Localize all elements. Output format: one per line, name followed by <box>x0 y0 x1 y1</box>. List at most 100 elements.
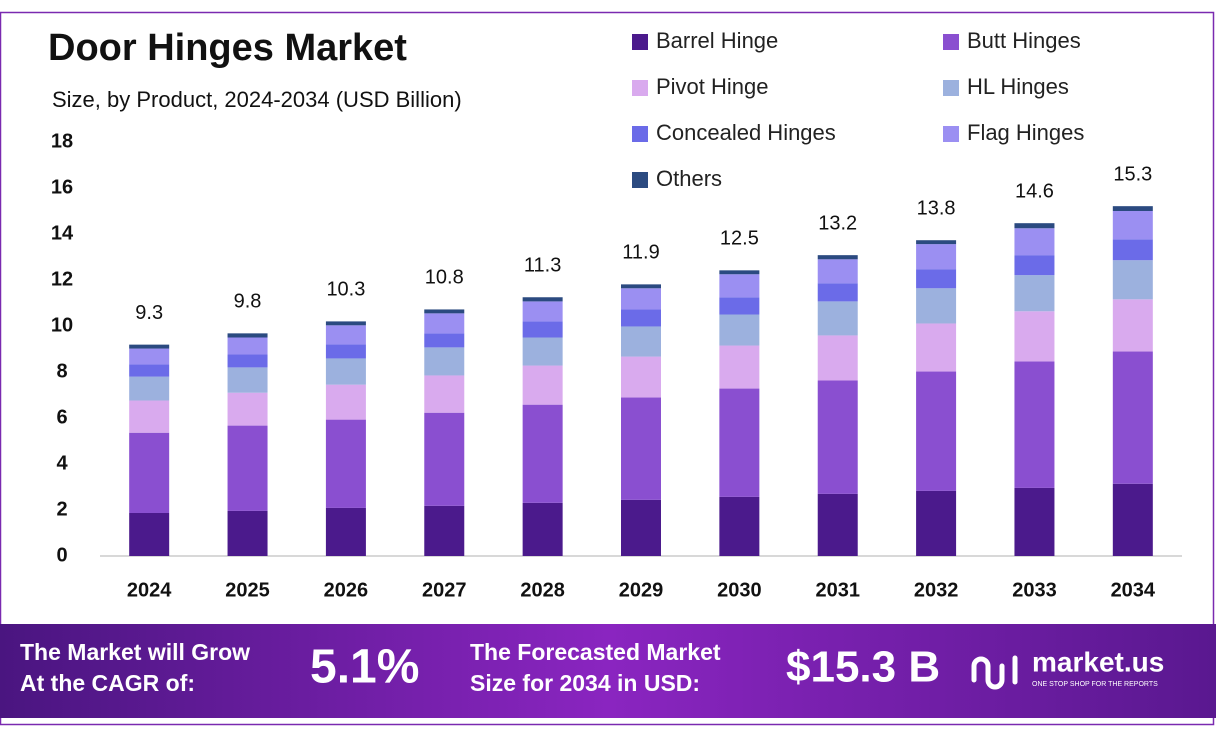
y-tick-label: 18 <box>51 130 73 152</box>
bar-segment <box>522 365 563 405</box>
bar-segment <box>621 288 661 310</box>
bar-segment <box>621 499 661 556</box>
bar-segment <box>817 301 858 336</box>
total-label: 9.8 <box>234 291 262 313</box>
bar-segment <box>227 333 268 338</box>
bar-segment <box>1112 351 1153 484</box>
brand-logo <box>971 655 1018 690</box>
bar-segment <box>424 347 465 376</box>
bar-segment <box>227 425 268 511</box>
bar-segment <box>621 284 661 289</box>
legend-label: Concealed Hinges <box>656 120 836 145</box>
cagr-value: 5.1% <box>310 641 419 694</box>
x-tick-label: 2034 <box>1111 579 1156 601</box>
bar-segment <box>129 376 170 401</box>
bar-segment <box>817 259 858 284</box>
bar-segment <box>1112 260 1153 300</box>
bar-segment <box>1014 275 1055 312</box>
legend-swatch <box>943 80 959 96</box>
x-tick-label: 2026 <box>324 579 369 601</box>
bar-segment <box>424 412 465 506</box>
bar-segment <box>916 490 957 556</box>
total-label: 15.3 <box>1113 163 1152 185</box>
bar-segment <box>522 502 563 556</box>
bar-segment <box>129 364 170 377</box>
bar-segment <box>522 301 563 322</box>
bar-segment <box>227 354 268 368</box>
bar-segment <box>1014 487 1055 556</box>
bar-segment <box>129 344 170 349</box>
bar-segment <box>129 512 170 556</box>
bar-segment <box>325 419 366 508</box>
total-label: 13.2 <box>818 212 857 234</box>
legend-swatch <box>632 34 648 50</box>
total-label: 12.5 <box>720 228 759 250</box>
legend-label: Pivot Hinge <box>656 74 769 99</box>
x-tick-label: 2033 <box>1012 579 1057 601</box>
bar-segment <box>916 323 957 372</box>
bar-segment <box>621 309 661 327</box>
forecast-label: Size for 2034 in USD: <box>470 670 700 696</box>
frame <box>0 11 1215 726</box>
total-label: 13.8 <box>917 197 956 219</box>
y-tick-label: 4 <box>56 452 68 474</box>
bar-segment <box>424 375 465 413</box>
y-tick-label: 6 <box>56 406 67 428</box>
bar-segment <box>1112 211 1153 240</box>
legend-label: Flag Hinges <box>967 120 1084 145</box>
total-label: 9.3 <box>135 302 163 324</box>
bar-segment <box>621 397 661 500</box>
bar-segment <box>522 404 563 503</box>
bar-segment <box>1014 311 1055 362</box>
bar-segment <box>719 345 760 389</box>
x-tick-label: 2024 <box>127 579 172 601</box>
bar-segment <box>916 371 957 491</box>
legend-swatch <box>943 34 959 50</box>
legend-label: Barrel Hinge <box>656 28 778 53</box>
bar-segment <box>719 297 760 315</box>
bar-segment <box>522 321 563 338</box>
bar-segment <box>424 309 465 314</box>
bar-segment <box>325 358 366 385</box>
bar-segment <box>916 240 957 245</box>
bar-segment <box>227 337 268 355</box>
bar-segment <box>1014 228 1055 256</box>
bar-segment <box>227 367 268 393</box>
bar-segment <box>1014 223 1055 229</box>
bar-segment <box>227 510 268 556</box>
y-tick-label: 12 <box>51 268 73 290</box>
bar-segment <box>719 496 760 556</box>
bar-segment <box>1112 483 1153 556</box>
bar-segment <box>325 344 366 359</box>
total-label: 10.8 <box>425 267 464 289</box>
bar-segment <box>916 244 957 270</box>
y-tick-label: 14 <box>51 222 74 244</box>
bar-segment <box>227 392 268 426</box>
y-tick-label: 2 <box>56 498 67 520</box>
bar-segment <box>424 505 465 556</box>
bar-segment <box>1112 299 1153 352</box>
bar-segment <box>325 507 366 556</box>
bar-segment <box>817 380 858 494</box>
bar-segment <box>1014 255 1055 276</box>
legend-swatch <box>632 80 648 96</box>
forecast-label: The Forecasted Market <box>470 639 721 665</box>
legend-swatch <box>943 126 959 142</box>
bar-segment <box>1112 239 1153 261</box>
bar-segment <box>817 283 858 302</box>
chart-title: Door Hinges Market <box>48 27 407 69</box>
total-label: 10.3 <box>326 279 365 301</box>
y-tick-label: 0 <box>56 544 67 566</box>
bar-segment <box>325 321 366 326</box>
bar-segment <box>621 326 661 357</box>
bar-segment <box>522 337 563 366</box>
brand-tagline: ONE STOP SHOP FOR THE REPORTS <box>1032 681 1158 688</box>
bar-segment <box>325 384 366 420</box>
y-tick-label: 10 <box>51 314 73 336</box>
bar-segment <box>817 255 858 260</box>
bar-segment <box>817 493 858 556</box>
legend-label: Butt Hinges <box>967 28 1081 53</box>
cagr-label: The Market will Grow <box>20 639 250 665</box>
bar-segment <box>129 432 170 513</box>
